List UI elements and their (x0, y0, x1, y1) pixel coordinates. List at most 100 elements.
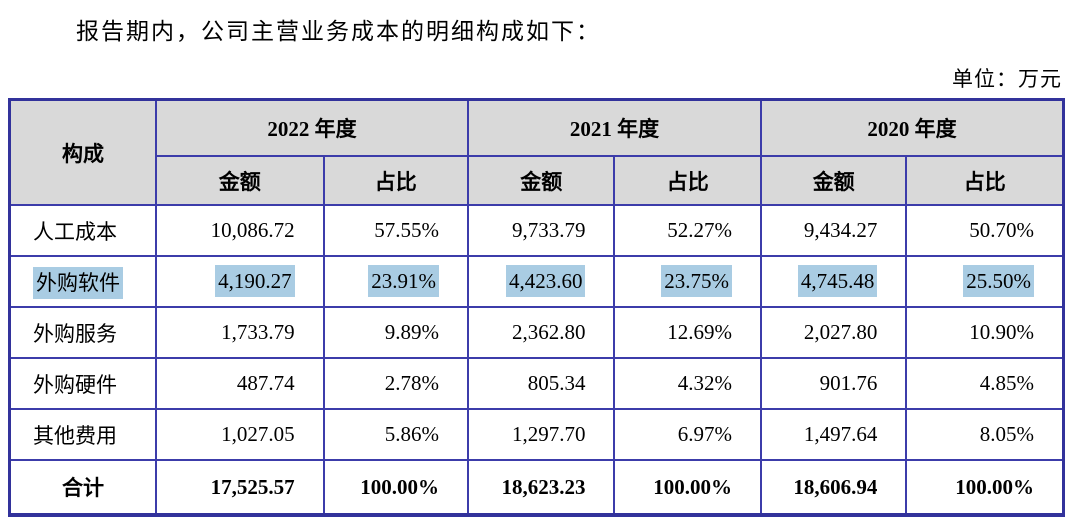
row-label: 外购硬件 (8, 357, 157, 410)
cell-value: 487.74 (155, 357, 325, 410)
cell-value: 9,733.79 (466, 204, 616, 257)
row-label: 其他费用 (8, 408, 157, 461)
cell-text: 57.55% (374, 218, 439, 242)
row-label: 外购软件 (8, 255, 157, 308)
row-label: 外购服务 (8, 306, 157, 359)
highlighted-cell-text: 4,745.48 (797, 265, 878, 297)
cell-text: 12.69% (667, 320, 732, 344)
table-row: 外购软件 4,190.27 23.91% 4,423.60 23.75% 4,745.48… (8, 255, 1065, 308)
cell-value: 2.78% (322, 357, 469, 410)
highlighted-cell-text: 23.91% (368, 265, 439, 297)
cell-value: 100.00% (613, 459, 762, 516)
cell-value: 2,362.80 (466, 306, 616, 359)
cell-value: 100.00% (905, 459, 1065, 516)
cell-value: 50.70% (905, 204, 1065, 257)
cell-text: 805.34 (527, 371, 586, 395)
cell-value: 9,434.27 (759, 204, 908, 257)
cell-text: 10,086.72 (210, 218, 295, 242)
cell-text: 4.85% (979, 371, 1034, 395)
header-year-2022: 2022 年度 (155, 98, 469, 157)
cell-text: 18,623.23 (501, 474, 586, 499)
highlighted-cell-text: 4,423.60 (505, 265, 586, 297)
cell-value: 18,606.94 (759, 459, 908, 516)
cell-text: 17,525.57 (210, 474, 295, 499)
cell-text: 9.89% (384, 320, 439, 344)
cell-text: 其他费用 (33, 423, 117, 448)
table-row: 外购服务 1,733.79 9.89% 2,362.80 12.69% 2,027.80 1… (8, 306, 1065, 359)
header-amount-2020: 金额 (759, 155, 908, 206)
cell-value: 100.00% (322, 459, 469, 516)
cell-text: 9,733.79 (511, 218, 586, 242)
cell-text: 2,362.80 (511, 320, 586, 344)
cell-value: 23.91% (322, 255, 469, 308)
cell-text: 50.70% (969, 218, 1034, 242)
cell-value: 1,297.70 (466, 408, 616, 461)
cell-text: 6.97% (677, 422, 732, 446)
cell-value: 4,745.48 (759, 255, 908, 308)
row-label: 合计 (8, 459, 157, 516)
cell-value: 10.90% (905, 306, 1065, 359)
cell-value: 1,027.05 (155, 408, 325, 461)
header-ratio-2021: 占比 (613, 155, 762, 206)
cell-text: 1,733.79 (221, 320, 295, 344)
cell-value: 5.86% (322, 408, 469, 461)
cell-value: 8.05% (905, 408, 1065, 461)
cell-text: 2.78% (384, 371, 439, 395)
cell-text: 5.86% (384, 422, 439, 446)
cost-breakdown-table: 构成 2022 年度 2021 年度 2020 年度 金额 占比 金额 占比 金… (8, 98, 1065, 517)
table-row: 其他费用 1,027.05 5.86% 1,297.70 6.97% 1,497.64 8.… (8, 408, 1065, 461)
cell-text: 18,606.94 (793, 474, 878, 499)
cell-value: 805.34 (466, 357, 616, 410)
cell-text: 合计 (62, 476, 104, 500)
total-row: 合计 17,525.57 100.00% 18,623.23 100.00% 18,606… (8, 459, 1065, 516)
cell-value: 4,423.60 (466, 255, 616, 308)
cell-value: 1,497.64 (759, 408, 908, 461)
table-body: 人工成本 10,086.72 57.55% 9,733.79 52.27% 9,434.2… (8, 204, 1065, 516)
cell-text: 9,434.27 (803, 218, 878, 242)
cell-value: 25.50% (905, 255, 1065, 308)
cell-value: 9.89% (322, 306, 469, 359)
cell-value: 23.75% (613, 255, 762, 308)
cell-text: 外购硬件 (33, 372, 117, 397)
header-year-2020: 2020 年度 (759, 98, 1065, 157)
cell-value: 4.85% (905, 357, 1065, 410)
cell-text: 1,297.70 (511, 422, 586, 446)
cell-value: 52.27% (613, 204, 762, 257)
header-ratio-2022: 占比 (322, 155, 469, 206)
header-ratio-2020: 占比 (905, 155, 1065, 206)
cell-value: 1,733.79 (155, 306, 325, 359)
cell-text: 外购服务 (33, 321, 117, 346)
cell-value: 10,086.72 (155, 204, 325, 257)
cell-text: 1,497.64 (803, 422, 878, 446)
cell-text: 4.32% (677, 371, 732, 395)
cell-text: 100.00% (955, 474, 1034, 499)
cell-value: 18,623.23 (466, 459, 616, 516)
cell-text: 100.00% (653, 474, 732, 499)
cell-value: 4,190.27 (155, 255, 325, 308)
cell-value: 57.55% (322, 204, 469, 257)
row-label: 人工成本 (8, 204, 157, 257)
table-header: 构成 2022 年度 2021 年度 2020 年度 金额 占比 金额 占比 金… (8, 98, 1065, 206)
cell-text: 人工成本 (33, 219, 117, 244)
unit-label: 单位：万元 (952, 67, 1062, 91)
cell-text: 52.27% (667, 218, 732, 242)
cell-text: 901.76 (819, 371, 878, 395)
cell-value: 901.76 (759, 357, 908, 410)
cell-text: 100.00% (360, 474, 439, 499)
header-amount-2022: 金额 (155, 155, 325, 206)
header-composition: 构成 (8, 98, 157, 206)
cell-value: 12.69% (613, 306, 762, 359)
cell-text: 8.05% (979, 422, 1034, 446)
cell-value: 17,525.57 (155, 459, 325, 516)
cell-value: 4.32% (613, 357, 762, 410)
table-row: 人工成本 10,086.72 57.55% 9,733.79 52.27% 9,434.2… (8, 204, 1065, 257)
cell-text: 2,027.80 (803, 320, 878, 344)
header-year-2021: 2021 年度 (466, 98, 762, 157)
section-intro-text: 报告期内，公司主营业务成本的明细构成如下： (76, 19, 601, 44)
cell-text: 10.90% (969, 320, 1034, 344)
cell-text: 1,027.05 (221, 422, 295, 446)
highlighted-cell-text: 4,190.27 (215, 265, 295, 297)
cell-text: 487.74 (236, 371, 295, 395)
highlighted-cell-text: 23.75% (661, 265, 732, 297)
